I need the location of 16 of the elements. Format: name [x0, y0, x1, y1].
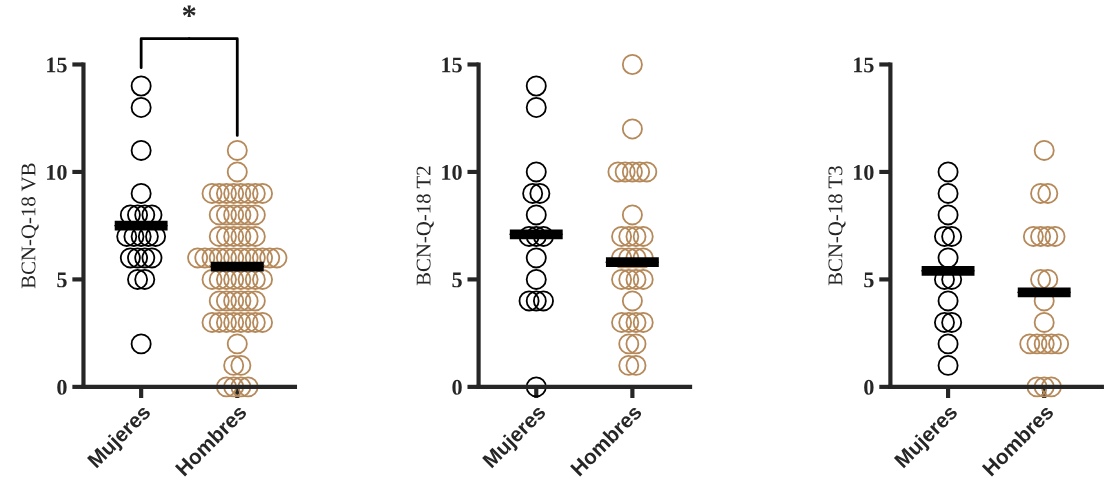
- y-axis-title: BCN-Q-18 T3: [828, 166, 846, 286]
- y-tick-label: 0: [452, 379, 462, 395]
- y-tick-label: 0: [57, 379, 67, 395]
- y-axis-title: BCN-Q-18 VB: [21, 163, 39, 289]
- y-tick-label: 15: [442, 57, 462, 73]
- y-tick-label: 15: [47, 57, 67, 73]
- y-axis-title: BCN-Q-18 T2: [416, 166, 434, 286]
- y-tick-label: 5: [452, 272, 462, 288]
- y-tick-label: 5: [864, 272, 874, 288]
- y-tick-label: 15: [853, 57, 874, 73]
- y-tick-label: 10: [442, 164, 462, 180]
- y-tick-label: 10: [47, 164, 67, 180]
- text: *: [182, 5, 196, 18]
- y-tick-label: 0: [864, 379, 874, 395]
- y-tick-label: 5: [57, 272, 67, 288]
- y-tick-label: 10: [853, 164, 874, 180]
